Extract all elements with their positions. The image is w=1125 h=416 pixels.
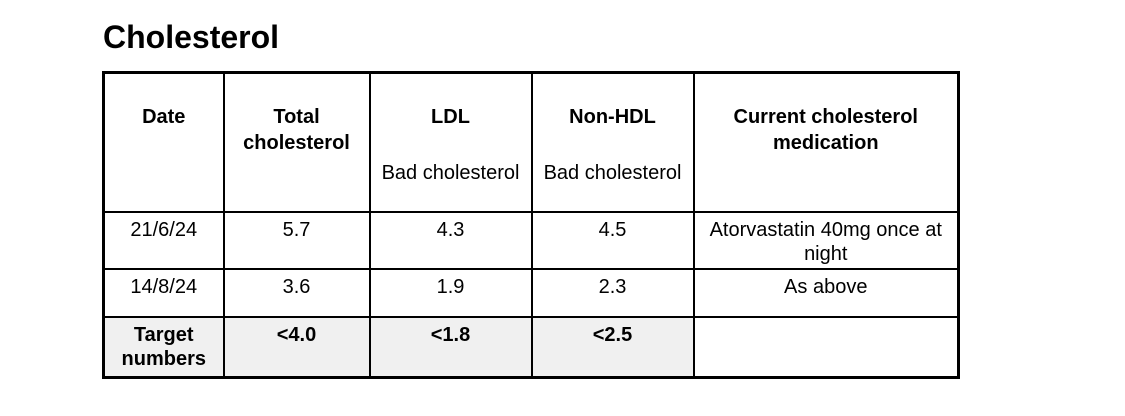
date-value: 14/8/24 [130,275,198,298]
cell-target-total-cholesterol: <4.0 [222,315,371,379]
column-header-total-cholesterol: Total cholesterol [222,71,371,213]
cell-non-hdl: 4.5 [530,210,695,270]
table-row: 21/6/24 5.7 4.3 4.5 Atorvastatin 40mg on… [102,210,960,270]
cell-target-medication [692,315,960,379]
column-header-non-hdl: Non-HDL Bad cholesterol [530,71,695,213]
cell-total-cholesterol: 3.6 [222,267,371,318]
non-hdl-value: 4.5 [598,218,627,241]
column-header-label: Current cholesterol medication [733,106,918,155]
total-cholesterol-value: 5.7 [282,218,311,241]
ldl-value: 1.9 [436,275,465,298]
column-header-ldl: LDL Bad cholesterol [368,71,533,213]
column-header-label: Date [142,106,186,129]
date-value: 21/6/24 [130,218,198,241]
target-ldl-value: <1.8 [430,323,471,346]
page-title: Cholesterol [103,19,280,55]
cell-target-non-hdl: <2.5 [530,315,695,379]
target-total-cholesterol-value: <4.0 [276,323,317,346]
column-header-sublabel: Bad cholesterol [381,162,520,185]
cell-medication: As above [692,267,960,318]
cell-total-cholesterol: 5.7 [222,210,371,270]
column-header-date: Date [102,71,225,213]
cell-medication: Atorvastatin 40mg once at night [692,210,960,270]
cell-date: 21/6/24 [102,210,225,270]
table-row: 14/8/24 3.6 1.9 2.3 As above [102,267,960,318]
column-header-medication: Current cholesterol medication [692,71,960,213]
target-non-hdl-value: <2.5 [592,323,633,346]
ldl-value: 4.3 [436,218,465,241]
cell-ldl: 4.3 [368,210,533,270]
medication-value: As above [784,275,868,298]
column-header-label: Non-HDL [569,106,656,129]
document-page: Cholesterol Date Total cholesterol LDL B… [102,19,960,380]
cell-date: 14/8/24 [102,267,225,318]
column-header-label: LDL [431,106,470,129]
target-numbers-row: Target numbers <4.0 <1.8 <2.5 [102,315,960,379]
non-hdl-value: 2.3 [598,275,627,298]
table-header-row: Date Total cholesterol LDL Bad cholester… [102,71,960,213]
cell-target-label: Target numbers [102,315,225,379]
medication-value: Atorvastatin 40mg once at night [709,218,942,265]
cell-target-ldl: <1.8 [368,315,533,379]
total-cholesterol-value: 3.6 [282,275,311,298]
column-header-label: Total cholesterol [243,106,350,155]
target-row-label: Target numbers [121,323,206,370]
cell-ldl: 1.9 [368,267,533,318]
cell-non-hdl: 2.3 [530,267,695,318]
cholesterol-table: Date Total cholesterol LDL Bad cholester… [102,71,960,380]
column-header-sublabel: Bad cholesterol [543,162,682,185]
